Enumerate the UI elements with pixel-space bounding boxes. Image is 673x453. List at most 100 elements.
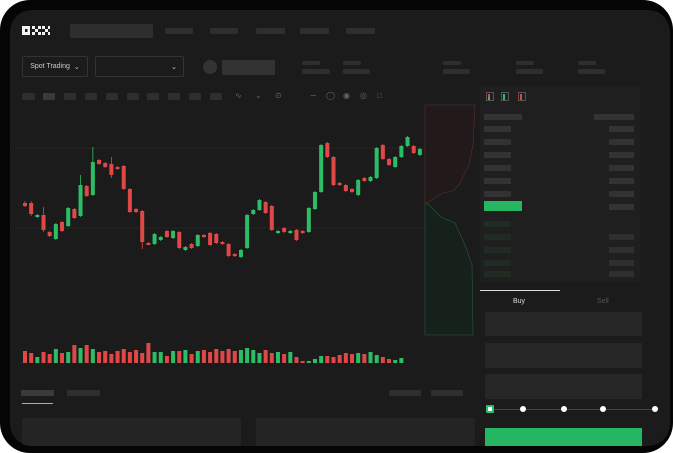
volume-bar [294, 357, 299, 363]
candle [23, 203, 27, 206]
ask-size [609, 152, 634, 158]
pair-dropdown[interactable]: ⌄ [95, 56, 184, 77]
candle [380, 145, 385, 159]
ask-price [484, 178, 511, 184]
volume-bar [399, 358, 404, 363]
search-bar[interactable] [70, 24, 153, 38]
price-input[interactable] [485, 312, 642, 336]
candle [146, 243, 151, 245]
tab-buy[interactable]: Buy [513, 298, 526, 305]
candlestick-chart[interactable] [10, 10, 670, 446]
fullscreen-icon[interactable]: □ [377, 91, 382, 100]
volume-bar [214, 349, 219, 363]
header-label [484, 114, 522, 120]
bid-price [484, 271, 511, 277]
pair-price [222, 60, 275, 75]
candle [189, 244, 194, 248]
volume-bar [232, 351, 237, 363]
candle [103, 163, 108, 167]
indicator-icon[interactable]: ∿ [235, 91, 242, 100]
tab-sell[interactable]: Sell [597, 298, 609, 305]
target-icon[interactable]: ◎ [360, 91, 367, 100]
volume-bar [251, 350, 256, 363]
candle [183, 247, 188, 250]
timeframe-button[interactable] [64, 93, 76, 100]
candle [220, 242, 225, 244]
candle [208, 233, 213, 245]
timeframe-button[interactable] [189, 93, 201, 100]
slider-step[interactable] [652, 406, 658, 412]
timeframe-button[interactable] [127, 93, 139, 100]
nav-item[interactable] [346, 28, 375, 34]
slider-step[interactable] [520, 406, 526, 412]
candle [232, 254, 237, 256]
volume-bar [146, 343, 151, 363]
volume-bar [374, 355, 379, 363]
both-sides-icon[interactable] [486, 92, 494, 101]
candle [331, 157, 336, 185]
volume-bar [257, 353, 262, 363]
candle [325, 143, 330, 157]
market-type-dropdown[interactable]: Spot Trading ⌄ [22, 56, 88, 77]
volume-bar [275, 352, 280, 363]
timeframe-button[interactable] [43, 93, 55, 100]
orders-panel [22, 418, 241, 446]
timeframe-button[interactable] [85, 93, 97, 100]
candle [343, 185, 348, 191]
timeframe-button[interactable] [106, 93, 118, 100]
settings-icon[interactable]: ⊙ [275, 91, 282, 100]
slider-step[interactable] [600, 406, 606, 412]
tab-open-orders[interactable] [21, 390, 54, 396]
volume-bar [362, 354, 367, 363]
volume-bar [282, 354, 287, 363]
market-type-label: Spot Trading [30, 63, 70, 70]
volume-bar [60, 353, 65, 363]
ruler-icon[interactable]: ◯ [326, 91, 335, 100]
filter-button[interactable] [389, 390, 421, 396]
candle [417, 149, 422, 155]
okx-logo[interactable] [22, 25, 50, 37]
nav-item[interactable] [256, 28, 285, 34]
candle [245, 215, 250, 248]
amount-input[interactable] [485, 343, 642, 368]
tab-order-history[interactable] [67, 390, 100, 396]
bid-price [484, 234, 511, 240]
volume-bar [263, 350, 268, 363]
candle [127, 189, 132, 212]
bids-only-icon[interactable] [501, 92, 509, 101]
nav-item[interactable] [165, 28, 193, 34]
filter-button[interactable] [431, 390, 463, 396]
timeframe-button[interactable] [168, 93, 180, 100]
nav-item[interactable] [210, 28, 238, 34]
candle [269, 206, 274, 230]
volume-bar [103, 351, 108, 363]
ask-size [609, 139, 634, 145]
candle [78, 185, 83, 216]
timeframe-button[interactable] [22, 93, 35, 100]
coin-icon [203, 60, 217, 74]
candle [238, 250, 243, 257]
volume-bar [306, 361, 311, 363]
total-input[interactable] [485, 374, 642, 399]
candle [300, 231, 305, 233]
line-tool-icon[interactable]: ∼ [310, 91, 317, 100]
candle [158, 237, 163, 240]
volume-bar [183, 350, 188, 363]
chart-type-icon[interactable]: ⌄ [255, 91, 262, 100]
timeframe-button[interactable] [147, 93, 159, 100]
slider-step[interactable] [561, 406, 567, 412]
asks-only-icon[interactable] [518, 92, 526, 101]
candle [263, 202, 268, 213]
candle [288, 231, 293, 233]
buy-button[interactable] [485, 428, 642, 446]
camera-icon[interactable]: ◉ [343, 91, 350, 100]
header-label [594, 114, 634, 120]
candle [53, 224, 58, 239]
volume-bar [356, 353, 361, 363]
volume-bar [35, 357, 40, 363]
ask-price [484, 139, 511, 145]
ask-size [609, 191, 634, 197]
slider-handle[interactable] [486, 405, 494, 413]
nav-item[interactable] [300, 28, 329, 34]
timeframe-button[interactable] [210, 93, 222, 100]
